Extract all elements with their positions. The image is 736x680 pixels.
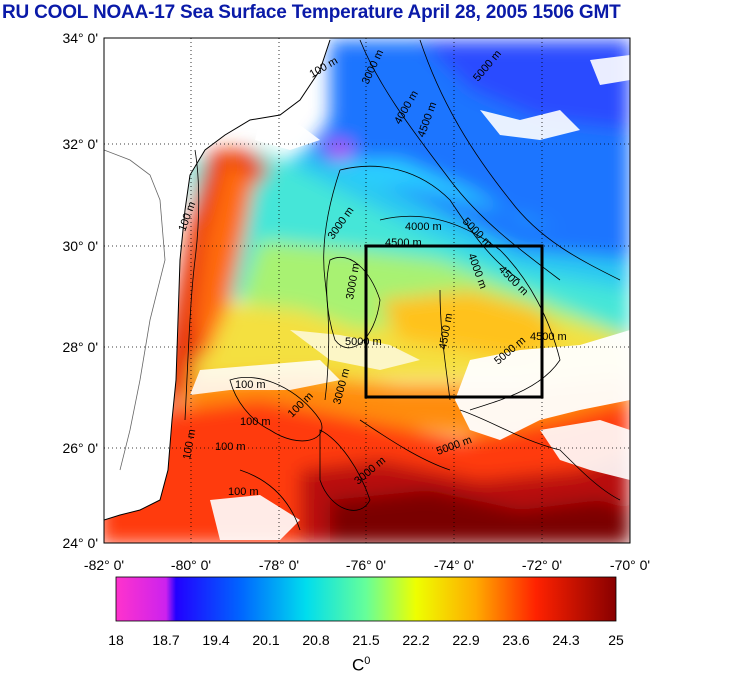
- contour-label: 4500 m: [385, 237, 422, 249]
- colorbar-tick: 20.1: [252, 632, 279, 648]
- colorbar-tick: 23.6: [502, 632, 529, 648]
- lat-tick-label: 24° 0': [62, 535, 98, 551]
- colorbar-tick: 19.4: [202, 632, 229, 648]
- lon-tick-label: -76° 0': [346, 557, 386, 573]
- colorbar-tick: 20.8: [302, 632, 329, 648]
- map-title: RU COOL NOAA-17 Sea Surface Temperature …: [2, 2, 621, 23]
- lon-tick-label: -70° 0': [610, 557, 650, 573]
- contour-label: 5000 m: [345, 336, 382, 348]
- latitude-axis: 34° 0' 32° 0' 30° 0' 28° 0' 26° 0' 24° 0…: [62, 30, 98, 551]
- colorbar: [115, 576, 617, 622]
- colorbar-ticks: 18 18.7 19.4 20.1 20.8 21.5 22.2 22.9 23…: [108, 632, 624, 648]
- colorbar-tick: 22.2: [402, 632, 429, 648]
- contour-label: 4500 m: [530, 331, 567, 343]
- lat-tick-label: 34° 0': [62, 30, 98, 46]
- colorbar-tick: 25: [608, 632, 624, 648]
- contour-label: 100 m: [215, 441, 246, 453]
- lon-tick-label: -72° 0': [522, 557, 562, 573]
- colorbar-tick: 22.9: [452, 632, 479, 648]
- lon-tick-label: -78° 0': [259, 557, 299, 573]
- unit-superscript: 0: [364, 655, 371, 667]
- lat-tick-label: 26° 0': [62, 440, 98, 456]
- lat-tick-label: 28° 0': [62, 339, 98, 355]
- lat-tick-label: 32° 0': [62, 136, 98, 152]
- colorbar-tick: 18: [108, 632, 124, 648]
- lat-tick-label: 30° 0': [62, 238, 98, 254]
- contour-label: 100 m: [240, 416, 271, 428]
- map-border: [103, 37, 631, 544]
- contour-label: 4000 m: [405, 221, 442, 233]
- sst-field: [104, 38, 630, 543]
- study-area-box: [364, 244, 544, 399]
- contour-label: 100 m: [228, 486, 259, 498]
- contour-label: 100 m: [181, 428, 198, 460]
- colorbar-tick: 21.5: [352, 632, 379, 648]
- colorbar-unit: C0: [352, 655, 370, 676]
- lon-tick-label: -82° 0': [84, 557, 124, 573]
- contour-label: 100 m: [235, 379, 266, 391]
- unit-base: C: [352, 655, 365, 675]
- lon-tick-label: -74° 0': [434, 557, 474, 573]
- longitude-axis: -82° 0' -80° 0' -78° 0' -76° 0' -74° 0' …: [84, 557, 650, 573]
- colorbar-tick: 18.7: [152, 632, 179, 648]
- lon-tick-label: -80° 0': [171, 557, 211, 573]
- colorbar-tick: 24.3: [552, 632, 579, 648]
